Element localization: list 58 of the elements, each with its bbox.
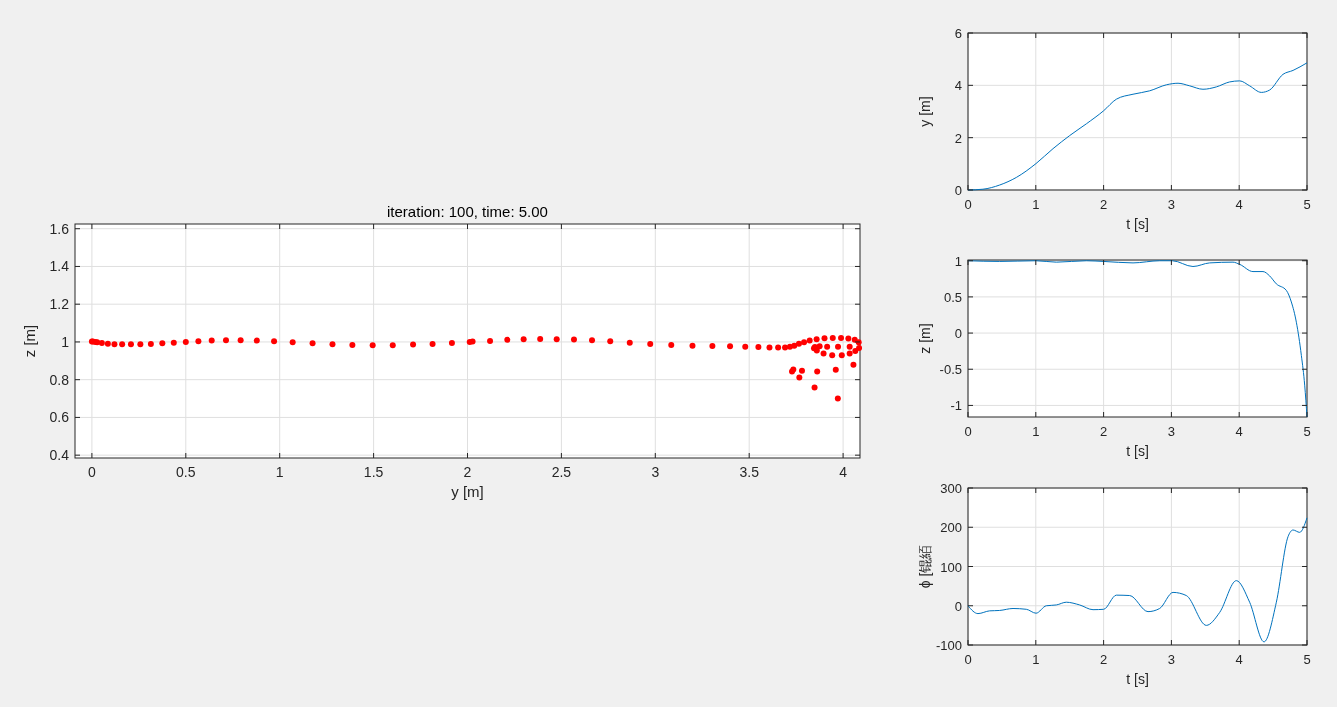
- x-tick-label: 1.5: [363, 464, 384, 480]
- x-tick-label: 0.5: [176, 464, 196, 480]
- x-tick-label: 2: [1099, 424, 1108, 439]
- line-series: [967, 260, 1308, 418]
- y-tick-label: 0: [954, 598, 962, 614]
- y-axis-title: ϕ [锟絔: [917, 544, 933, 589]
- y-tick-label: 0: [954, 326, 962, 342]
- y-tick-label: 100: [940, 559, 962, 575]
- x-tick-label: 5: [1303, 652, 1311, 667]
- y-tick-label: 0.8: [49, 371, 70, 388]
- x-tick-label: 3.5: [739, 464, 760, 480]
- x-tick-label: 2.5: [551, 464, 572, 480]
- y-tick-label: 4: [954, 78, 962, 94]
- y-tick-label: -0.5: [939, 362, 962, 378]
- x-axis-title: y [m]: [451, 483, 484, 500]
- x-tick-label: 5: [1303, 424, 1311, 439]
- x-tick-label: 0: [964, 652, 972, 667]
- x-tick-label: 3: [1167, 424, 1176, 439]
- y-tick-label: 200: [940, 520, 962, 536]
- y-tick-label: -1: [950, 398, 962, 414]
- y-tick-label: 1.6: [49, 220, 70, 237]
- y-tick-label: 300: [940, 481, 962, 496]
- y-axis-title: y [m]: [917, 96, 933, 127]
- y-axis-title: z [m]: [917, 323, 933, 354]
- y-tick-label: -100: [935, 638, 962, 653]
- x-tick-label: 1: [1032, 197, 1040, 212]
- x-axis-title: t [s]: [1126, 443, 1149, 459]
- y-tick-label: 2: [954, 130, 962, 146]
- y-tick-label: 0: [954, 183, 962, 198]
- x-tick-label: 4: [1235, 197, 1243, 212]
- x-tick-label: 0: [964, 424, 972, 439]
- x-tick-label: 1: [1032, 424, 1040, 439]
- y-axis-title: z [m]: [21, 324, 38, 358]
- x-tick-label: 2: [1099, 197, 1108, 212]
- y-tick-label: 1.4: [49, 258, 70, 275]
- y-tick-label: 1: [61, 333, 70, 350]
- x-tick-label: 0: [88, 464, 96, 480]
- x-tick-label: 0: [964, 197, 972, 212]
- x-tick-label: 4: [1235, 652, 1243, 667]
- x-tick-label: 1: [275, 464, 284, 480]
- x-tick-label: 3: [1167, 197, 1176, 212]
- y-tick-label: 1: [954, 253, 962, 269]
- y-tick-label: 1.2: [49, 296, 70, 313]
- x-tick-label: 1: [1032, 652, 1040, 667]
- y-tick-label: 0.4: [49, 447, 70, 464]
- x-axis-title: t [s]: [1126, 216, 1149, 232]
- x-axis-title: t [s]: [1126, 671, 1149, 687]
- x-tick-label: 4: [839, 464, 848, 480]
- x-tick-label: 4: [1235, 424, 1243, 439]
- x-tick-label: 3: [651, 464, 660, 480]
- x-tick-label: 2: [463, 464, 472, 480]
- y-tick-label: 0.6: [49, 409, 70, 426]
- x-tick-label: 5: [1303, 197, 1311, 212]
- chart-title: iteration: 100, time: 5.00: [387, 203, 548, 220]
- y-tick-label: 0.5: [943, 289, 962, 305]
- y-tick-label: 6: [954, 26, 962, 41]
- x-tick-label: 2: [1099, 652, 1108, 667]
- x-tick-label: 3: [1167, 652, 1176, 667]
